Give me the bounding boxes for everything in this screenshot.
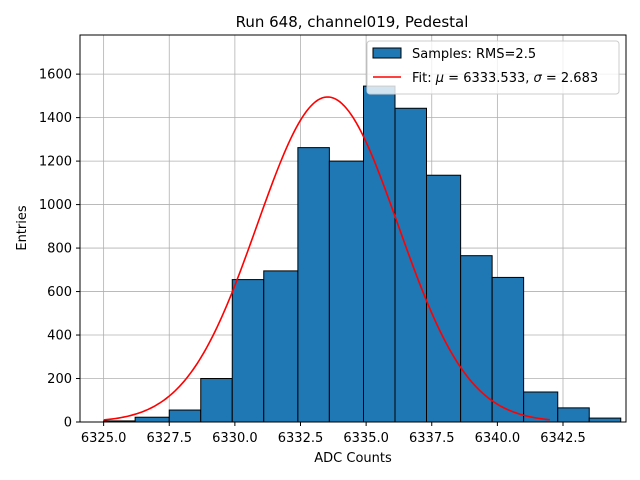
histogram-bar [134,416,170,423]
y-tick-label: 1000 [39,198,72,213]
y-tick-label: 1400 [39,111,72,126]
histogram-bar [588,417,622,423]
y-tick-label: 800 [47,242,72,257]
histogram-bar [168,409,202,423]
legend-histogram-label: Samples: RMS=2.5 [412,47,536,62]
y-tick-label: 1600 [39,68,72,83]
x-tick-label: 6335.0 [343,431,389,446]
histogram-bars [103,85,622,423]
y-tick-label: 0 [64,416,72,431]
legend-fit-sigma-symbol: σ [534,71,543,86]
legend-fit-prefix: Fit: [412,71,436,86]
histogram-bar [297,147,330,423]
histogram-bar [426,174,462,423]
plot-frame [79,34,627,423]
histogram-bar [460,255,493,423]
fit-curve [103,96,550,421]
legend-fit-mu-value: = 6333.533, [444,71,533,86]
x-axis-label: ADC Counts [314,451,392,466]
y-tick-label: 400 [47,329,72,344]
y-axis-label: Entries [15,205,30,251]
histogram-bar [491,276,525,423]
x-tick-label: 6327.5 [147,431,193,446]
legend-fit-sigma-value: = 2.683 [542,71,598,86]
x-tick-label: 6330.0 [212,431,258,446]
histogram-bar [200,378,233,423]
y-tick-label: 200 [47,372,72,387]
x-tick-label: 6340.0 [475,431,521,446]
legend: Samples: RMS=2.5 Fit: μ = 6333.533, σ = … [366,40,620,95]
histogram-bar [263,270,299,423]
y-axis-ticks: 0 200 400 600 800 1000 1200 1400 1600 [39,68,80,431]
histogram-bar [231,279,265,423]
histogram-bar [363,85,396,423]
histogram-bar [557,407,590,423]
x-tick-label: 6325.0 [81,431,127,446]
legend-box [366,40,620,95]
histogram-bar [523,391,559,423]
x-tick-label: 6332.5 [278,431,324,446]
y-tick-label: 600 [47,285,72,300]
legend-fit-mu-symbol: μ [435,71,444,86]
x-axis-ticks: 6325.0 6327.5 6330.0 6332.5 6335.0 6337.5 6340… [81,422,586,446]
histogram-bar [394,107,427,423]
x-tick-label: 6342.5 [540,431,586,446]
legend-fit-label: Fit: μ = 6333.533, σ = 2.683 [412,71,598,86]
legend-histogram-swatch [372,47,402,59]
fit-curve-layer [103,96,550,421]
y-tick-label: 1200 [39,155,72,170]
chart-title: Run 648, channel019, Pedestal [236,13,469,31]
histogram-bar [328,160,364,423]
x-tick-label: 6337.5 [409,431,455,446]
